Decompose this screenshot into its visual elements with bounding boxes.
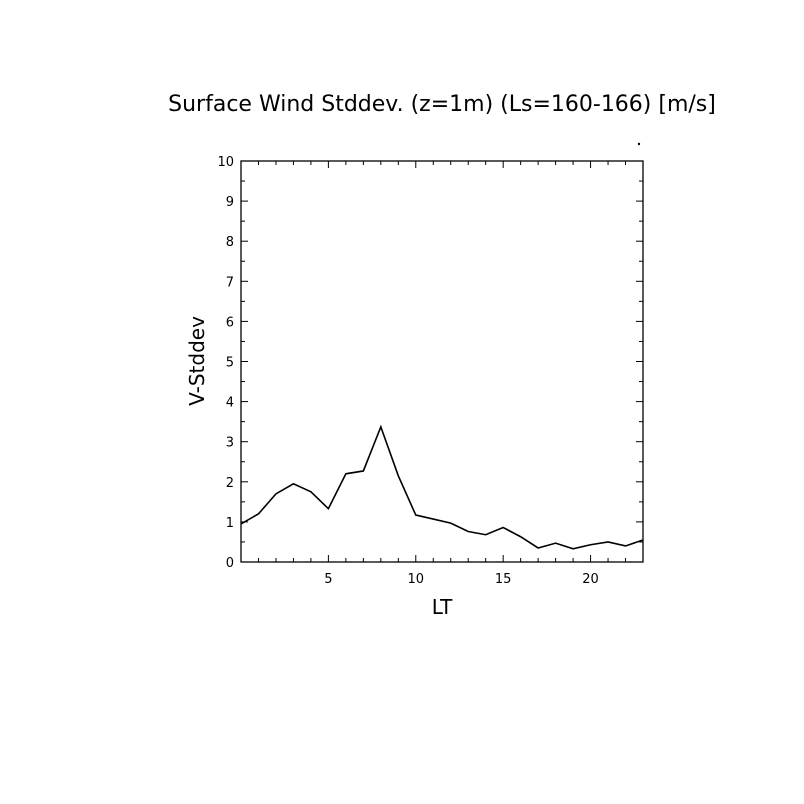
y-tick-label: 8 — [226, 235, 234, 250]
y-tick-label: 2 — [226, 476, 234, 491]
corner-dot — [637, 142, 641, 146]
x-axis-tick-labels: 5 10 15 20 — [324, 572, 599, 587]
y-tick-label: 5 — [226, 356, 234, 371]
y-tick-label: 4 — [226, 396, 234, 411]
y-tick-label: 1 — [226, 516, 234, 531]
x-tick-label: 10 — [408, 572, 425, 587]
x-axis-label: LT — [432, 595, 453, 619]
y-axis-label: V-Stddev — [185, 316, 209, 406]
chart-title: Surface Wind Stddev. (z=1m) (Ls=160-166)… — [168, 92, 716, 117]
x-tick-label: 15 — [495, 572, 512, 587]
y-tick-label: 10 — [217, 155, 234, 170]
y-tick-label: 7 — [226, 275, 234, 290]
y-tick-label: 6 — [226, 315, 234, 330]
series-line — [240, 424, 644, 550]
y-axis-tick-labels: 0 1 2 3 4 5 6 7 8 9 10 — [217, 155, 234, 571]
x-tick-label: 20 — [582, 572, 599, 587]
plot-frame — [240, 160, 644, 563]
y-axis-ticks — [241, 160, 643, 563]
y-tick-label: 9 — [226, 195, 234, 210]
x-tick-label: 5 — [324, 572, 332, 587]
y-tick-label: 0 — [226, 556, 234, 571]
x-axis-ticks — [240, 161, 644, 562]
y-tick-label: 3 — [226, 436, 234, 451]
